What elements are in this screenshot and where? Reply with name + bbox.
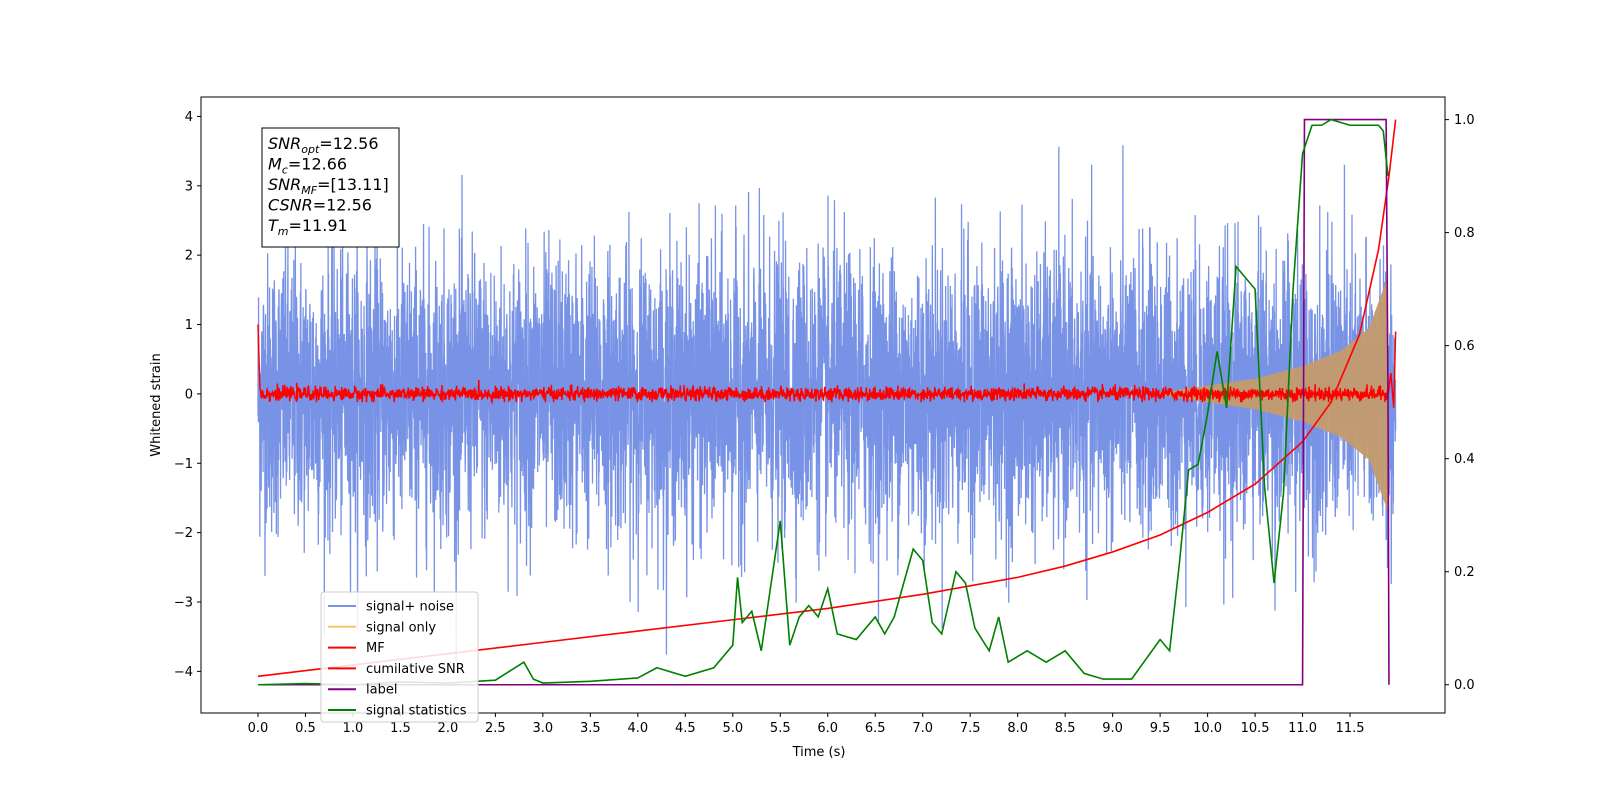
plot-data-layer bbox=[257, 118, 1397, 686]
x-tick-label: 6.5 bbox=[865, 721, 886, 736]
x-tick-label: 5.5 bbox=[770, 721, 791, 736]
clipped-series bbox=[257, 118, 1397, 686]
plot-frame bbox=[200, 96, 1446, 714]
x-axis-label: Time (s) bbox=[792, 745, 846, 760]
x-tick-label: 6.0 bbox=[817, 721, 838, 736]
y2-tick-label: 0.2 bbox=[1454, 565, 1475, 580]
y-tick-label: −3 bbox=[174, 596, 193, 611]
annotation-line: Tm=11.91 bbox=[268, 216, 348, 238]
legend-frame bbox=[320, 591, 479, 723]
legend-label: cumilative SNR bbox=[366, 662, 465, 677]
y2-tick-label: 0.0 bbox=[1454, 678, 1475, 693]
x-tick-label: 7.0 bbox=[912, 721, 933, 736]
x-tick-label: 5.0 bbox=[722, 721, 743, 736]
x-tick-label: 9.5 bbox=[1150, 721, 1171, 736]
legend-label: signal statistics bbox=[366, 704, 467, 719]
x-tick-label: 3.0 bbox=[533, 721, 554, 736]
x-tick-label: 3.5 bbox=[580, 721, 601, 736]
y2-tick-label: 1.0 bbox=[1454, 113, 1475, 128]
x-tick-label: 0.5 bbox=[295, 721, 316, 736]
x-tick-label: 8.0 bbox=[1007, 721, 1028, 736]
x-tick-label: 10.5 bbox=[1241, 721, 1270, 736]
annotation-line: SNRMF=[13.11] bbox=[268, 175, 389, 197]
legend: signal+ noise signal only MF cumilative SNR… bbox=[320, 591, 479, 723]
series-cumulative-snr-line bbox=[257, 119, 1397, 678]
legend-label: signal only bbox=[366, 620, 436, 635]
x-tick-label: 11.5 bbox=[1336, 721, 1365, 736]
legend-label: signal+ noise bbox=[366, 600, 454, 615]
y-tick-label: 2 bbox=[185, 249, 193, 264]
x-tick-label: 2.5 bbox=[485, 721, 506, 736]
series-label-line bbox=[257, 118, 1390, 686]
x-tick-label: 9.0 bbox=[1102, 721, 1123, 736]
x-tick-label: 0.0 bbox=[248, 721, 269, 736]
y-tick-label: 4 bbox=[185, 110, 193, 125]
x-tick-label: 4.0 bbox=[627, 721, 648, 736]
x-tick-label: 1.5 bbox=[390, 721, 411, 736]
y2-tick-label: 0.4 bbox=[1454, 452, 1475, 467]
y-tick-label: −1 bbox=[174, 457, 193, 472]
annotation-box: SNRopt=12.56Mc=12.66SNRMF=[13.11]CSNR=12… bbox=[261, 127, 400, 248]
series-signal-statistics-line bbox=[257, 118, 1389, 686]
y-tick-label: 0 bbox=[185, 387, 193, 402]
y-axis-label: Whitened strain bbox=[149, 353, 164, 456]
y2-tick-label: 0.6 bbox=[1454, 339, 1475, 354]
x-tick-label: 7.5 bbox=[960, 721, 981, 736]
series-mf-line bbox=[257, 324, 1397, 408]
legend-label: MF bbox=[366, 641, 385, 656]
x-tick-label: 1.0 bbox=[343, 721, 364, 736]
legend-label: label bbox=[366, 683, 397, 698]
y-tick-label: −4 bbox=[174, 665, 193, 680]
y2-tick-label: 0.8 bbox=[1454, 226, 1475, 241]
y-tick-label: 3 bbox=[185, 179, 193, 194]
annotation-frame bbox=[261, 127, 400, 248]
annotation-line: CSNR=12.56 bbox=[268, 196, 372, 215]
x-tick-label: 2.0 bbox=[438, 721, 459, 736]
x-tick-label: 10.0 bbox=[1193, 721, 1222, 736]
annotation-line: SNRopt=12.56 bbox=[268, 134, 379, 156]
y-tick-label: −2 bbox=[174, 526, 193, 541]
x-tick-label: 4.5 bbox=[675, 721, 696, 736]
annotation-line: Mc=12.66 bbox=[268, 155, 347, 177]
axes-layer: 0.0 0.5 1.0 1.5 2.0 2.5 3.0 3.5 4.0 4.5 5.0 5.5 6.0 6… bbox=[174, 110, 1475, 736]
x-tick-label: 11.0 bbox=[1288, 721, 1317, 736]
x-tick-label: 8.5 bbox=[1055, 721, 1076, 736]
y-tick-label: 1 bbox=[185, 318, 193, 333]
